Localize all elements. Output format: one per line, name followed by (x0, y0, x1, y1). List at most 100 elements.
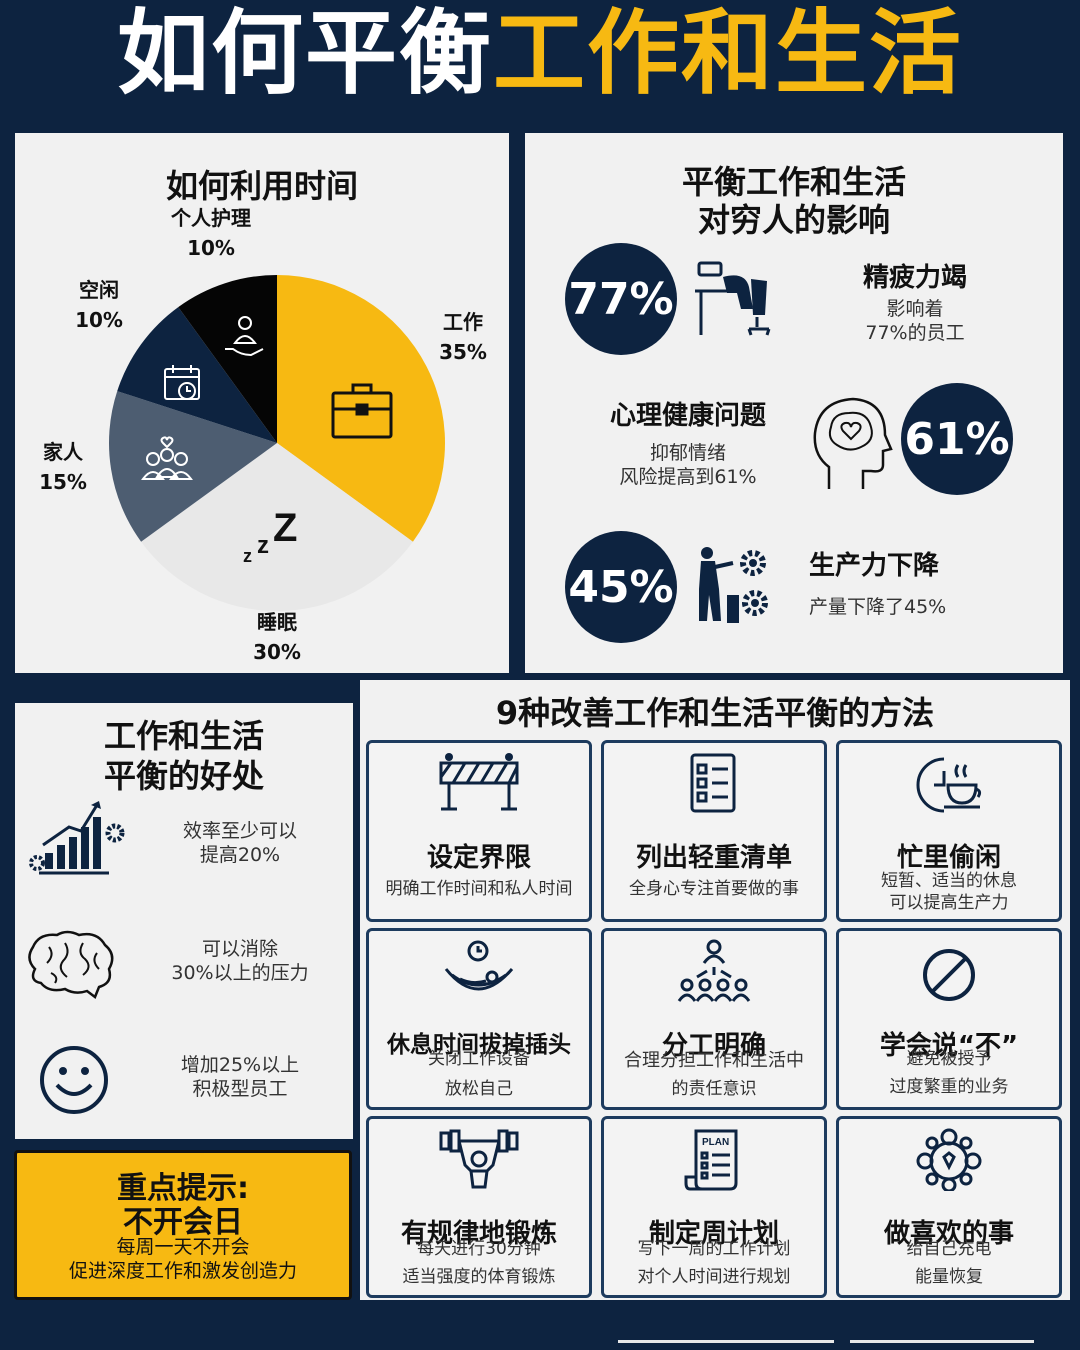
panel-top-bar (15, 687, 353, 703)
methods-heading: 9种改善工作和生活平衡的方法 (495, 694, 935, 732)
svg-text:z: z (257, 532, 269, 559)
method-title: 设定界限 (426, 843, 531, 873)
method-card-weekly-plan: PLAN 制定周计划 写下一周的工作计划 对个人时间进行规划 (601, 1116, 827, 1298)
method-desc-line-1: 写下一周的工作计划 (637, 1239, 791, 1259)
impact-panel: 平衡工作和生活 对穷人的影响 77% 精疲力竭 影响着 77%的员工 心理健康问… (522, 114, 1066, 676)
method-desc-line-1: 关闭工作设备 (428, 1049, 530, 1069)
method-desc-line-1: 每天进行30分钟 (417, 1239, 541, 1259)
method-title: 有规律地锻炼 (400, 1219, 557, 1249)
method-desc-line-2: 适当强度的体育锻炼 (402, 1267, 556, 1287)
method-title: 列出轻重清单 (635, 843, 792, 873)
pie-slice-3 (117, 307, 277, 443)
pie-label-0: 工作 (443, 310, 483, 334)
weightlifting-icon (439, 1129, 519, 1189)
burnout-desc-line-2: 77%的员工 (865, 322, 965, 344)
method-desc-line-1: 合理分担工作和生活中 (624, 1050, 804, 1071)
productivity-gears-icon (699, 547, 768, 623)
method-desc: 全身心专注首要做的事 (629, 879, 799, 899)
method-title: 做喜欢的事 (883, 1219, 1014, 1249)
pie-label-4: 个人护理 (170, 206, 251, 230)
mental-health-stat-circle: 61% (901, 383, 1013, 495)
benefits-heading-line-2: 平衡的好处 (103, 757, 264, 795)
benefits-panel: 工作和生活 平衡的好处 效率至少可以 提高20% 可以消除 30%以上的压力 增… (12, 684, 356, 1142)
method-desc-line-1: 给自己充电 (906, 1239, 992, 1259)
pie-value-4: 10% (187, 236, 235, 260)
briefcase-icon (331, 383, 393, 439)
pie-label-1: 睡眠 (257, 610, 297, 634)
family-icon (141, 436, 193, 480)
method-card-hobbies: 做喜欢的事 给自己充电 能量恢复 (836, 1116, 1062, 1298)
benefit-2-line-2: 30%以上的压力 (171, 962, 309, 984)
panel-top-bar (15, 117, 509, 133)
svg-text:PLAN: PLAN (702, 1137, 729, 1148)
method-desc-line-1: 避免被授予 (906, 1049, 992, 1069)
productivity-desc: 产量下降了45% (809, 596, 947, 618)
plan-scroll-icon: PLAN (684, 1129, 738, 1191)
method-title: 学会说“不” (879, 1031, 1019, 1061)
method-desc-line-2: 对个人时间进行规划 (637, 1267, 791, 1287)
hammock-icon (444, 940, 514, 991)
burnout-desc-line-1: 影响着 (886, 298, 944, 320)
method-card-exercise: 有规律地锻炼 每天进行30分钟 适当强度的体育锻炼 (366, 1116, 592, 1298)
benefit-3-line-1: 增加25%以上 (180, 1054, 300, 1076)
method-desc-line-2: 过度繁重的业务 (889, 1077, 1009, 1097)
panel-top-bar (525, 117, 1063, 133)
method-title: 休息时间拔掉插头 (387, 1032, 571, 1058)
pie-slice-1 (141, 443, 413, 611)
barrier-icon (439, 753, 519, 811)
method-card-delegate: 分工明确 合理分担工作和生活中 的责任意识 (601, 928, 827, 1110)
title-part-2: 工作和生活 (493, 0, 964, 107)
benefit-1-line-1: 效率至少可以 (182, 820, 297, 842)
pie-value-1: 30% (253, 640, 301, 664)
pie-label-3: 空闲 (79, 278, 119, 302)
method-desc-line-2: 能量恢复 (915, 1267, 983, 1287)
pie-value-0: 35% (439, 340, 487, 364)
method-title: 分工明确 (661, 1031, 766, 1061)
tip-title-line-2: 不开会日 (123, 1205, 243, 1240)
pie-slice-4 (178, 275, 277, 443)
no-sign-icon (923, 949, 975, 1001)
method-desc: 明确工作时间和私人时间 (385, 879, 573, 899)
method-card-take-breaks: 忙里偷闲 短暂、适当的休息 可以提高生产力 (836, 740, 1062, 922)
key-tip-box: 重点提示: 不开会日 每周一天不开会 促进深度工作和激发创造力 (14, 1150, 352, 1300)
burnout-icon (695, 261, 771, 336)
burnout-title: 精疲力竭 (862, 263, 967, 293)
productivity-title: 生产力下降 (809, 551, 940, 581)
checklist-icon (690, 753, 736, 813)
method-card-say-no: 学会说“不” 避免被授予 过度繁重的业务 (836, 928, 1062, 1110)
mental-health-title: 心理健康问题 (609, 401, 766, 431)
pie-slice-2 (109, 391, 277, 542)
smiley-icon (40, 1046, 108, 1114)
burnout-stat-circle: 77% (565, 243, 677, 355)
tip-desc-line-1: 每周一天不开会 (116, 1236, 250, 1258)
impact-heading-line-2: 对穷人的影响 (697, 201, 890, 239)
mental-health-desc-line-2: 风险提高到61% (619, 466, 757, 488)
time-usage-heading: 如何利用时间 (165, 167, 358, 205)
hobbies-icon (916, 1128, 982, 1191)
method-desc-line-1: 短暂、适当的休息 (881, 871, 1017, 891)
coffee-clock-icon (916, 757, 982, 813)
benefit-3-line-2: 积极型员工 (192, 1078, 288, 1100)
footer-divider (850, 1340, 1034, 1343)
sleep-zzz-icon: z z Z (243, 506, 297, 566)
team-delegate-icon (677, 939, 751, 1002)
productivity-stat-circle: 45% (565, 531, 677, 643)
svg-text:z: z (243, 546, 252, 566)
time-pie-chart: z z Z 工作 35% 睡眠 30% 家人 15% 空闲 10% 个人护理 10% (39, 206, 487, 664)
footer-divider (618, 1340, 834, 1343)
self-care-icon (225, 316, 264, 357)
growth-chart-icon (29, 801, 125, 875)
benefits-heading-line-1: 工作和生活 (103, 717, 264, 755)
calendar-icon (164, 365, 200, 400)
page-title: 如何平衡工作和生活 (0, 0, 1080, 108)
method-desc-line-2: 可以提高生产力 (889, 893, 1009, 913)
method-title: 忙里偷闲 (896, 843, 1001, 873)
pie-value-2: 15% (39, 470, 87, 494)
mental-health-desc-line-1: 抑郁情绪 (649, 442, 726, 464)
method-desc-line-2: 的责任意识 (671, 1079, 757, 1099)
pie-label-2: 家人 (43, 440, 84, 464)
svg-text:Z: Z (273, 506, 297, 550)
brain-heart-icon (813, 397, 893, 489)
title-part-1: 如何平衡 (116, 0, 493, 107)
tip-desc-line-2: 促进深度工作和激发创造力 (68, 1260, 297, 1282)
